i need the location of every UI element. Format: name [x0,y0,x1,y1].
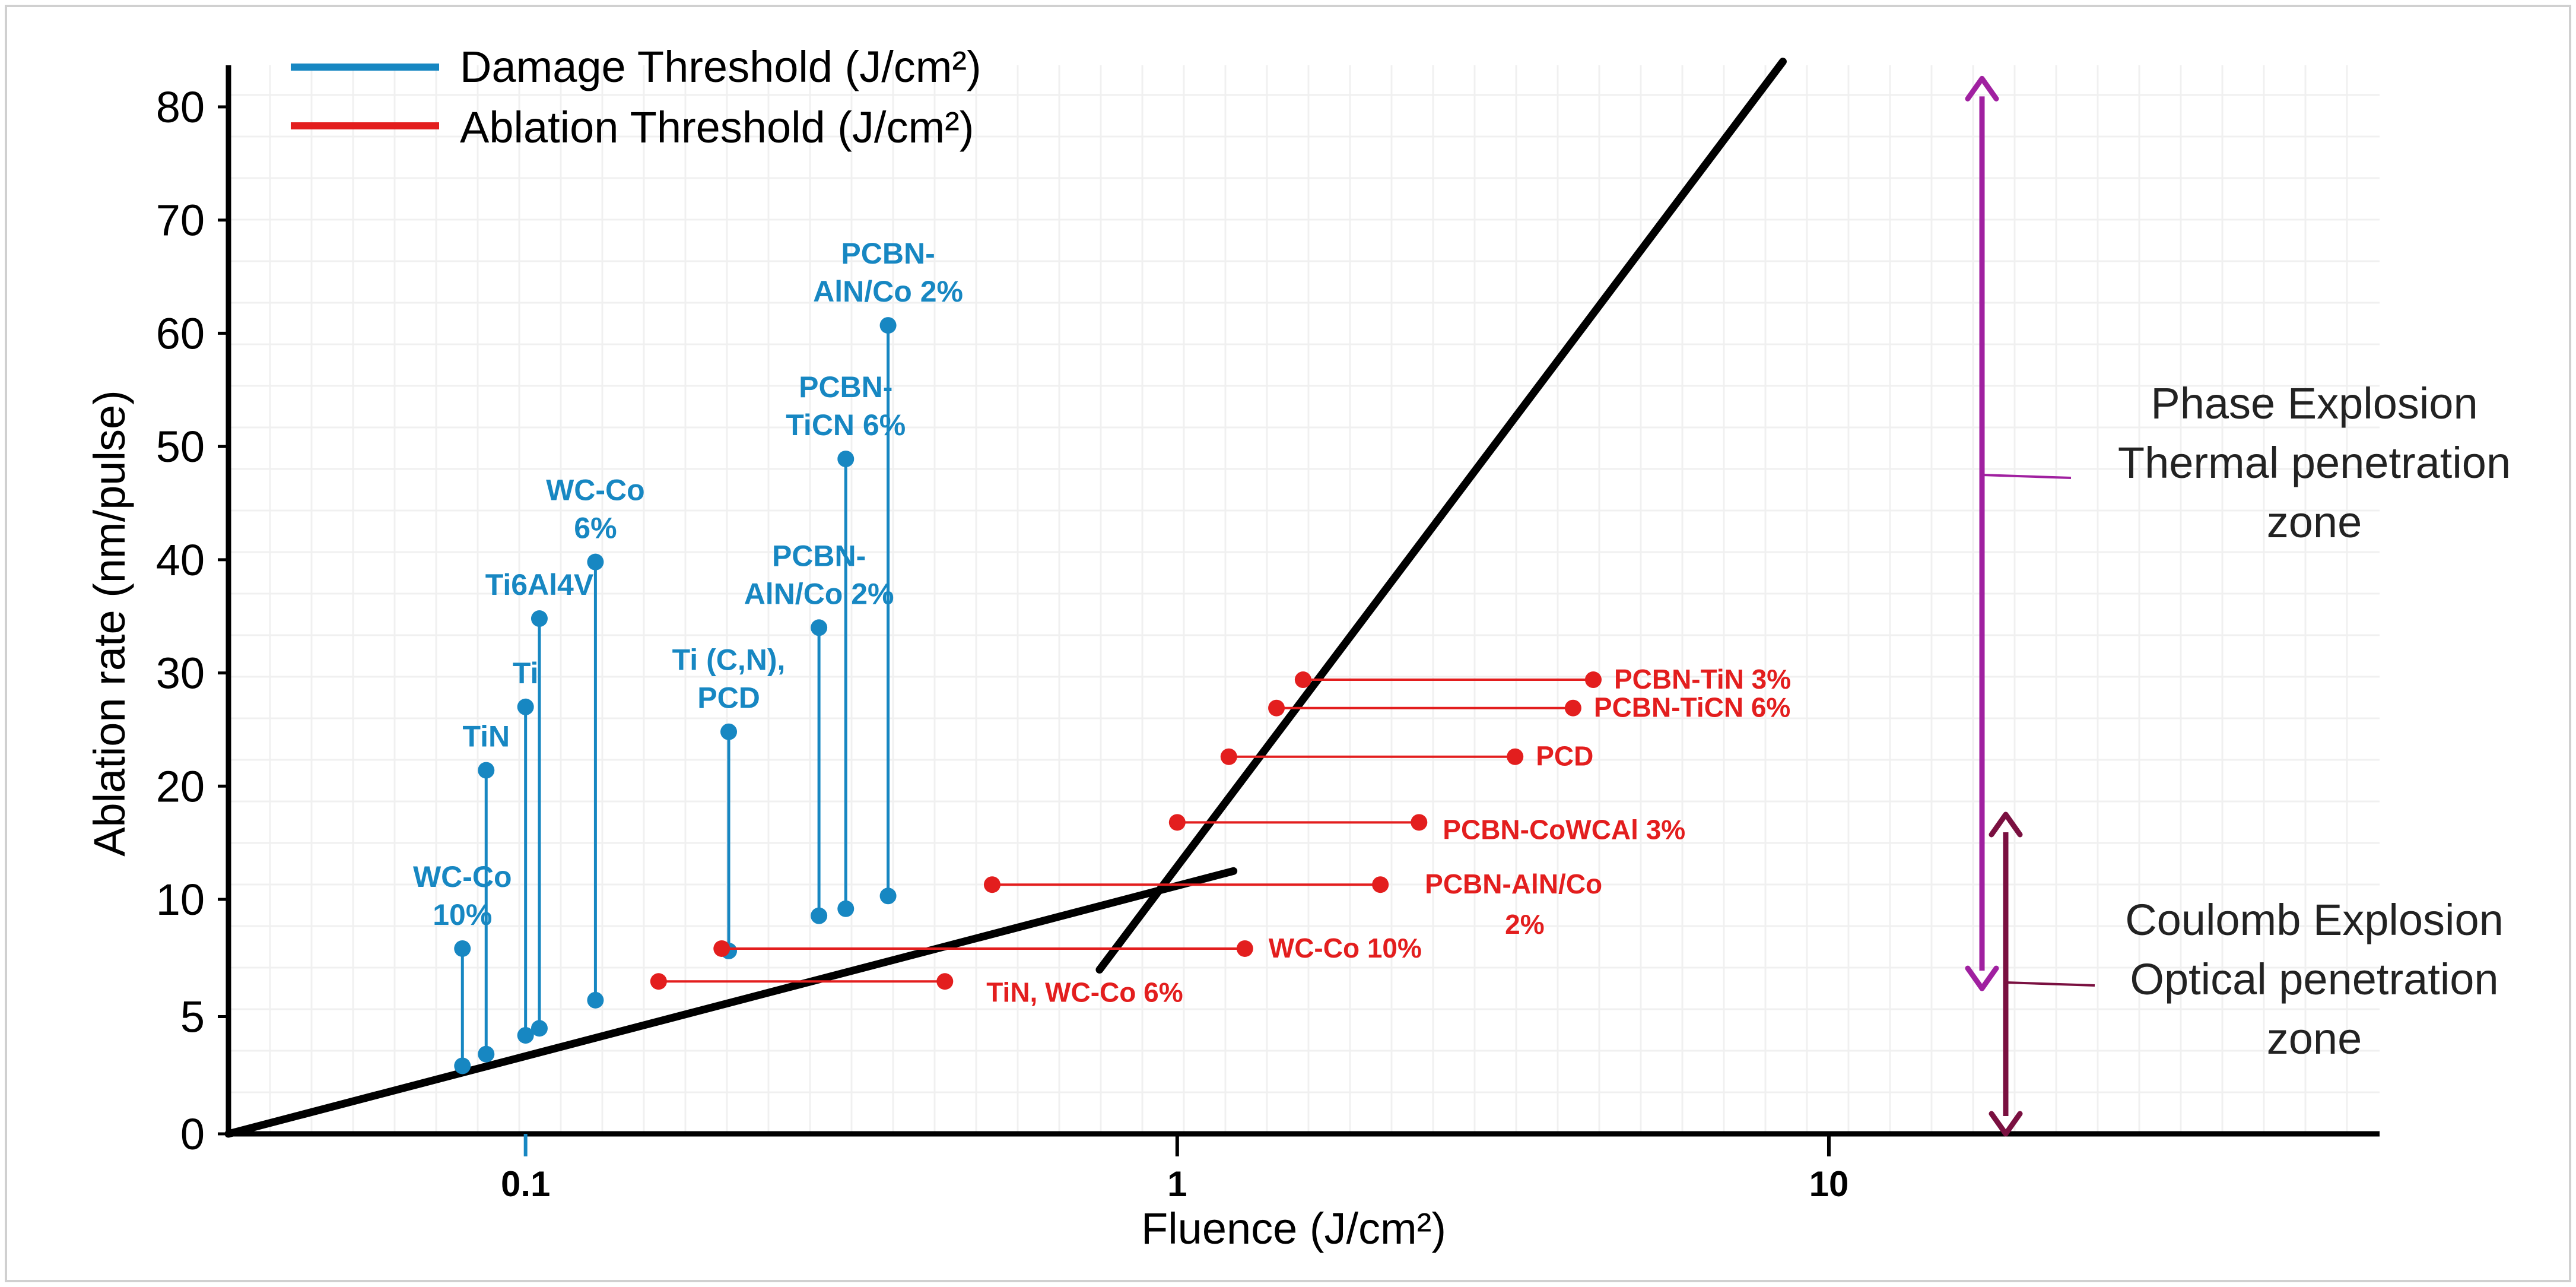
axes [225,65,2380,1137]
ablation-label: TiN, WC-Co 6% [986,977,1183,1007]
ablation-point-end [1372,876,1389,893]
ablation-point-end [1411,814,1428,831]
ablation-point-start [1168,814,1186,831]
ablation-point-start [1294,671,1311,689]
zone-arrow-head-down [1989,1111,2023,1137]
damage-point-bottom [517,1027,534,1044]
tick-labels: 0 5 10 20 30 40 50 60 70 80 0.1 1 10 [156,83,1849,1204]
damage-point-top [837,451,855,468]
damage-label: WC-Co 6% [546,474,645,545]
ablation-point-start [650,973,667,990]
y-tick-label: 50 [156,422,205,471]
y-tick-label: 5 [180,993,205,1042]
damage-label: PCBN-AlN/Co 2% [813,237,963,308]
damage-label: PCBN-AlN/Co 2% [744,539,894,610]
x-axis-title: Fluence (J/cm²) [1141,1204,1446,1253]
damage-label: WC-Co 10% [413,860,512,931]
damage-point-top [587,553,604,570]
x-tick-label: 1 [1167,1164,1187,1204]
ablation-point-start [713,940,730,957]
ablation-label: PCBN-AlN/Co 2% [1425,868,1602,940]
ablation-point-end [1236,940,1253,957]
damage-label: Ti6Al4V [485,568,594,601]
ablation-point-end [1564,699,1581,717]
y-tick-label: 20 [156,762,205,811]
damage-label: TiN [462,720,510,753]
ablation-threshold-series: TiN, WC-Co 6% WC-Co 10%PCBN-AlN/Co 2% PCBN-… [650,664,1791,1007]
zone-arrow-head-up [1965,75,1999,102]
zones: Phase Explosion Thermal penetration zone Co… [1965,75,2511,1137]
damage-point-bottom [811,907,828,924]
zone-arrow-head-down [1965,965,1999,991]
damage-point-bottom [531,1020,548,1037]
damage-point-top [517,698,534,715]
optical-penetration-fit [224,867,1238,1138]
ablation-point-start [1268,699,1285,717]
ablation-label: PCBN-TiN 3% [1614,664,1791,695]
fit-lines [224,58,1787,1138]
zone-leader [1981,474,2072,479]
damage-label: Ti (C,N), PCD [672,644,786,715]
y-tick-label: 70 [156,196,205,245]
damage-point-top [531,610,548,627]
ablation-label: PCBN-CoWCAl 3% [1443,814,1685,845]
y-tick-label: 0 [180,1110,205,1159]
y-tick-label: 80 [156,83,205,132]
x-tick-label: 10 [1809,1164,1849,1204]
zone-arrow-head-up [1989,811,2023,838]
ablation-label: PCD [1536,741,1593,772]
zone-label-line3: zone [2267,497,2362,547]
ablation-point-start [1220,748,1237,765]
y-tick-label: 60 [156,309,205,358]
chart-frame [5,5,2571,1282]
zone-label-line1: Coulomb Explosion [2125,895,2504,944]
legend-label-ablation: Ablation Threshold (J/cm²) [460,103,974,152]
legend: Damage Threshold (J/cm²) Ablation Thresh… [291,42,982,152]
y-tick-label: 10 [156,875,205,924]
zone-label-line3: zone [2267,1014,2362,1063]
ablation-point-start [983,876,1000,893]
legend-label-damage: Damage Threshold (J/cm²) [460,42,982,91]
damage-point-bottom [587,991,604,1009]
y-tick-label: 30 [156,649,205,698]
damage-label: Ti [513,657,539,690]
ablation-label: WC-Co 10% [1269,933,1422,963]
ablation-point-end [1507,748,1524,765]
damage-point-bottom [837,900,855,917]
damage-point-bottom [454,1057,471,1074]
ablation-point-end [1584,671,1602,689]
thermal-penetration-fit [1095,58,1787,974]
damage-point-top [454,940,471,957]
damage-label: PCBN-TiCN 6% [786,370,906,442]
zone-leader [2005,981,2095,987]
zone-label-line1: Phase Explosion [2151,379,2477,428]
damage-point-top [720,723,738,740]
damage-point-top [478,762,495,779]
ablation-point-end [936,973,954,990]
damage-point-bottom [478,1045,495,1063]
zone-label-line2: Thermal penetration [2118,438,2511,487]
damage-point-top [879,317,897,334]
damage-point-top [811,619,828,636]
ablation-label: PCBN-TiCN 6% [1594,692,1790,723]
y-tick-label: 40 [156,535,205,585]
zone-label-line2: Optical penetration [2130,955,2498,1004]
damage-point-bottom [879,887,897,905]
y-axis-title: Ablation rate (nm/pulse) [85,390,134,857]
x-tick-label: 0.1 [501,1164,550,1204]
